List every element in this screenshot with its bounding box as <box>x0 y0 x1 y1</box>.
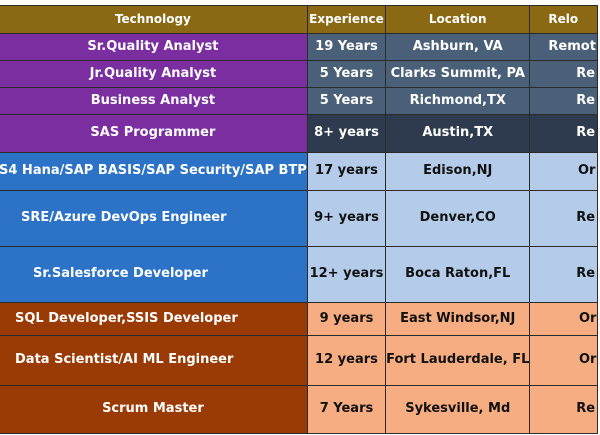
technology-cell: SRE/Azure DevOps Engineer <box>0 190 308 247</box>
table-row: S4 Hana/SAP BASIS/SAP Security/SAP BTP 1… <box>0 152 598 191</box>
relocation-cell: Re <box>529 385 598 434</box>
table-row: Jr.Quality Analyst 5 Years Clarks Summit… <box>0 60 598 88</box>
location-cell: Boca Raton,FL <box>385 246 531 303</box>
experience-cell: 17 years <box>306 152 387 191</box>
relocation-cell: Re <box>529 190 598 247</box>
candidate-table: Technology Experience Location Relo Sr.Q… <box>0 5 598 434</box>
location-cell: Ashburn, VA <box>385 33 531 61</box>
table-row: Business Analyst 5 Years Richmond,TX Re <box>0 87 598 115</box>
header-row: Technology Experience Location Relo <box>0 5 598 34</box>
location-cell: Clarks Summit, PA <box>385 60 531 88</box>
header-experience: Experience <box>306 5 387 34</box>
relocation-cell: Or <box>529 152 598 191</box>
table-row: SQL Developer,SSIS Developer 9 years Eas… <box>0 302 598 336</box>
header-relocation: Relo <box>529 5 598 34</box>
location-cell: Richmond,TX <box>385 87 531 115</box>
experience-cell: 8+ years <box>306 114 387 153</box>
location-cell: Edison,NJ <box>385 152 531 191</box>
location-cell: Denver,CO <box>385 190 531 247</box>
technology-cell: Jr.Quality Analyst <box>0 60 308 88</box>
technology-cell: Data Scientist/AI ML Engineer <box>0 335 308 386</box>
table-row: Sr.Salesforce Developer 12+ years Boca R… <box>0 246 598 303</box>
table-row: Data Scientist/AI ML Engineer 12 years F… <box>0 335 598 386</box>
experience-cell: 12+ years <box>306 246 387 303</box>
table-row: Sr.Quality Analyst 19 Years Ashburn, VA … <box>0 33 598 61</box>
experience-cell: 19 Years <box>306 33 387 61</box>
table-row: Scrum Master 7 Years Sykesville, Md Re <box>0 385 598 434</box>
relocation-cell: Remot <box>529 33 598 61</box>
location-cell: Austin,TX <box>385 114 531 153</box>
relocation-cell: Re <box>529 246 598 303</box>
technology-cell: SQL Developer,SSIS Developer <box>0 302 308 336</box>
experience-cell: 12 years <box>306 335 387 386</box>
experience-cell: 5 Years <box>306 87 387 115</box>
technology-cell: Sr.Quality Analyst <box>0 33 308 61</box>
technology-cell: SAS Programmer <box>0 114 308 153</box>
technology-cell: Business Analyst <box>0 87 308 115</box>
header-location: Location <box>385 5 531 34</box>
table-row: SAS Programmer 8+ years Austin,TX Re <box>0 114 598 153</box>
technology-cell: Sr.Salesforce Developer <box>0 246 308 303</box>
header-technology: Technology <box>0 5 308 34</box>
experience-cell: 5 Years <box>306 60 387 88</box>
technology-cell: S4 Hana/SAP BASIS/SAP Security/SAP BTP <box>0 152 308 191</box>
relocation-cell: Re <box>529 60 598 88</box>
relocation-cell: Re <box>529 114 598 153</box>
relocation-cell: Or <box>529 302 598 336</box>
table-row: SRE/Azure DevOps Engineer 9+ years Denve… <box>0 190 598 247</box>
location-cell: East Windsor,NJ <box>385 302 531 336</box>
experience-cell: 9 years <box>306 302 387 336</box>
location-cell: Sykesville, Md <box>385 385 531 434</box>
relocation-cell: Or <box>529 335 598 386</box>
location-cell: Fort Lauderdale, FL <box>385 335 531 386</box>
technology-cell: Scrum Master <box>0 385 308 434</box>
experience-cell: 9+ years <box>306 190 387 247</box>
experience-cell: 7 Years <box>306 385 387 434</box>
relocation-cell: Re <box>529 87 598 115</box>
